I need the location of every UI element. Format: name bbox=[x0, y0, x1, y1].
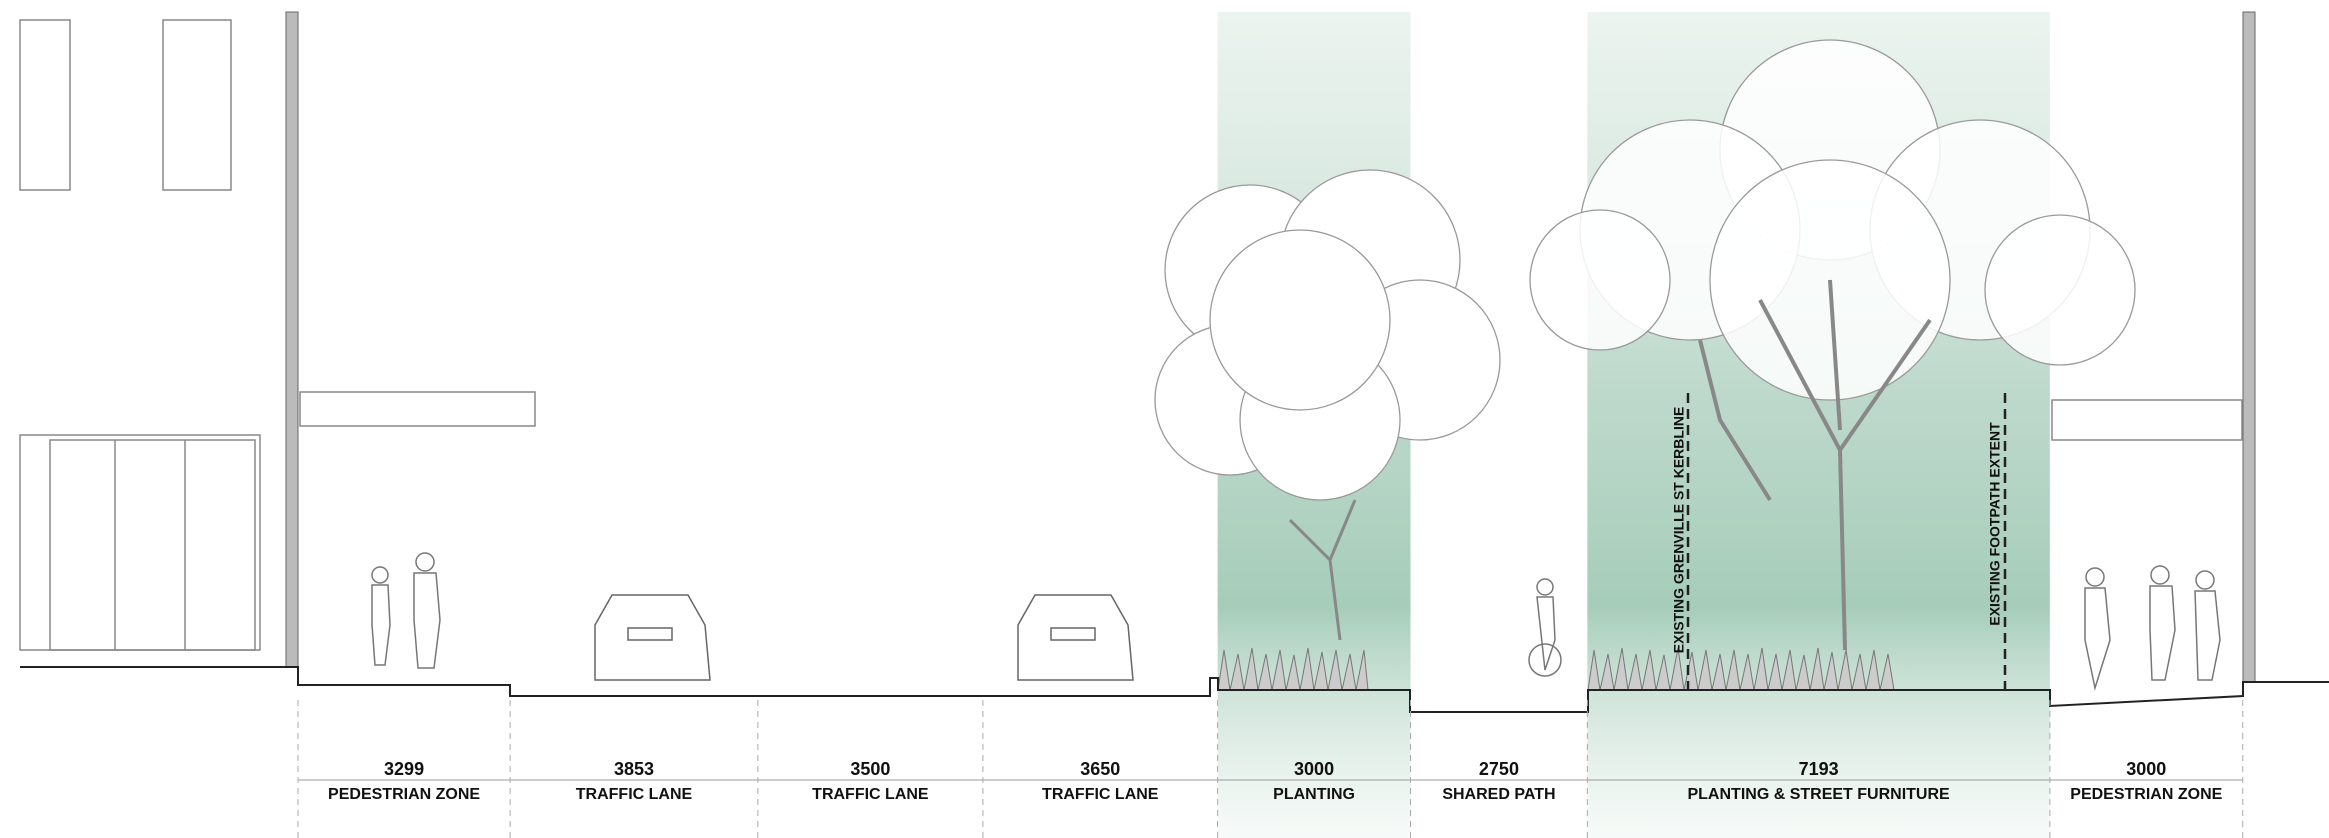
left-building bbox=[20, 20, 535, 650]
car bbox=[595, 595, 1133, 680]
left-wall bbox=[286, 12, 298, 667]
zone-width: 2750 bbox=[1479, 759, 1519, 779]
zone-width: 3500 bbox=[850, 759, 890, 779]
right-canopy bbox=[2052, 400, 2242, 440]
zone-label: PLANTING bbox=[1273, 786, 1355, 803]
zone-width: 7193 bbox=[1799, 759, 1839, 779]
zone-label: PEDESTRIAN ZONE bbox=[2070, 786, 2222, 803]
zone-width: 3000 bbox=[2126, 759, 2166, 779]
zone-label: TRAFFIC LANE bbox=[812, 786, 929, 803]
zone-width: 3000 bbox=[1294, 759, 1334, 779]
zone-label: SHARED PATH bbox=[1442, 786, 1555, 803]
zone-label: PLANTING & STREET FURNITURE bbox=[1687, 786, 1950, 803]
zone-label: TRAFFIC LANE bbox=[576, 786, 693, 803]
kerbline-label: EXISTING GRENVILLE ST KERBLINE bbox=[1671, 407, 1687, 654]
zone-width: 3299 bbox=[384, 759, 424, 779]
zone-width: 3853 bbox=[614, 759, 654, 779]
footpath-label: EXISTING FOOTPATH EXTENT bbox=[1987, 422, 2003, 626]
zone-label: PEDESTRIAN ZONE bbox=[328, 786, 480, 803]
zone-label: TRAFFIC LANE bbox=[1042, 786, 1159, 803]
zone-width: 3650 bbox=[1080, 759, 1120, 779]
street-section: EXISTING GRENVILLE ST KERBLINE EXISTING … bbox=[0, 0, 2329, 838]
right-wall bbox=[2243, 12, 2255, 682]
